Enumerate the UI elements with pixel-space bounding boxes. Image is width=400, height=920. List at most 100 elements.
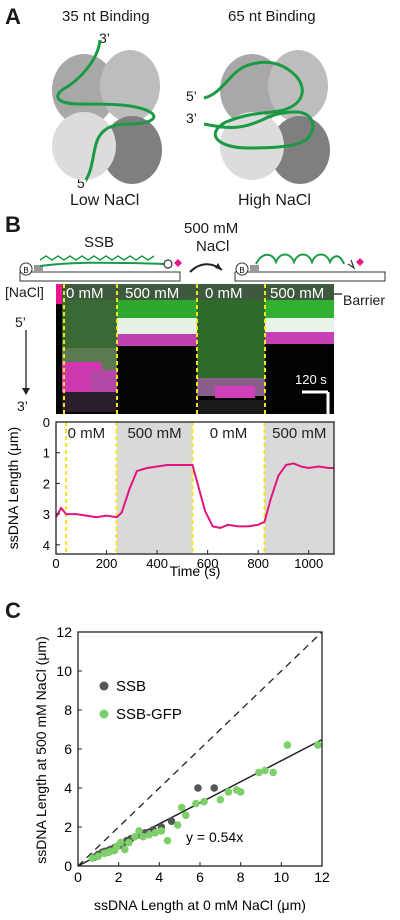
segment-label-2: 0 mM [210, 425, 248, 442]
ssb-gfp-point [135, 827, 143, 835]
ssb-gfp-point [181, 811, 190, 820]
panel-a-left-title: 35 nt Binding [62, 8, 150, 25]
panel-a-diagram [52, 39, 330, 184]
nacl-label: [NaCl] [5, 284, 44, 300]
ssb-gfp-point [216, 795, 225, 804]
panel-b-schematic: B B [19, 253, 386, 282]
panel-a-right-end-bottom: 3’ [186, 110, 197, 126]
panel-a-left-caption: Low NaCl [70, 192, 140, 209]
ssdna-strand-65nt [203, 60, 315, 150]
legend-marker-1 [99, 709, 109, 719]
y-tick-label: 2 [43, 476, 50, 491]
y-tick-label: 0 [64, 858, 72, 874]
fit-label: y = 0.54x [186, 829, 243, 845]
x-tick-label: 400 [146, 556, 168, 571]
x-tick-label: 800 [247, 556, 269, 571]
y-tick-label: 4 [64, 780, 72, 796]
ssb-gfp-point [116, 838, 125, 847]
ssb-gfp-point [151, 829, 160, 837]
panel-a-left-end-top: 3’ [99, 30, 110, 46]
panel-a-right-end-top: 5’ [186, 88, 197, 104]
line-chart-frame [55, 421, 335, 555]
ssb-gfp-point [131, 832, 139, 841]
ssb-gfp-point [163, 836, 172, 845]
shaded-segment-3 [264, 422, 334, 554]
ssb-label: SSB [84, 234, 115, 251]
y-tick-label: 10 [56, 663, 72, 679]
x-tick-label: 0 [52, 556, 59, 571]
panel-a-right-caption: High NaCl [238, 192, 311, 209]
ssb-gfp-point [255, 768, 263, 777]
x-tick-label: 4 [155, 869, 163, 885]
panel-c-letter: C [5, 598, 21, 623]
kymo-five-prime: 5’ [15, 314, 26, 330]
ssb-gfp-point [125, 838, 133, 847]
x-tick-label: 1000 [294, 556, 323, 571]
ssb-gfp-point [283, 741, 292, 749]
panel-a-letter: A [5, 4, 21, 29]
y-tick-label: 3 [43, 507, 50, 522]
identity-line [77, 631, 323, 867]
ssb-gfp-point [200, 797, 208, 806]
ssb-gfp-point [314, 741, 322, 749]
ssb-gfp-point [88, 854, 97, 862]
segment-label-3: 500 mM [272, 425, 326, 442]
kymo-seg-label-2: 500 mM [125, 285, 180, 302]
y-tick-label: 12 [56, 624, 72, 640]
legend-marker-0 [99, 681, 109, 691]
ssb-tetramer-low-salt [52, 50, 162, 184]
panel-a-left-end-bottom: 5’ [77, 175, 88, 191]
y-tick-label: 1 [43, 446, 50, 461]
line-chart-xlabel: Time (s) [170, 563, 221, 579]
ssb-gfp-point [145, 831, 153, 839]
x-tick-label: 0 [74, 869, 82, 885]
ssb-gfp-point [139, 832, 147, 841]
panel-b-letter: B [5, 212, 21, 237]
y-tick-label: 8 [64, 702, 72, 718]
ssb-point [210, 784, 219, 792]
ssb-gfp-point [94, 852, 103, 861]
legend-label-1: SSB-GFP [116, 706, 182, 723]
salt-label-line1: 500 mM [184, 220, 239, 237]
kymo-seg-label-3: 0 mM [205, 285, 243, 302]
kymograph [22, 284, 342, 414]
kymo-seg-label-1: 0 mM [66, 285, 104, 302]
x-tick-label: 200 [96, 556, 118, 571]
scatter-xlabel: ssDNA Length at 0 mM NaCl (μm) [94, 897, 306, 913]
x-tick-label: 10 [274, 869, 290, 885]
x-tick-label: 8 [237, 869, 245, 885]
scale-time-label: 120 s [295, 372, 327, 387]
b-marker-left: B [23, 266, 28, 275]
ssb-gfp-point [177, 803, 186, 812]
kymo-seg-label-4: 500 mM [270, 285, 325, 302]
ssb-gfp-point [236, 788, 245, 796]
x-tick-label: 12 [314, 869, 330, 885]
ssb-gfp-point [120, 845, 129, 854]
salt-label-line2: NaCl [196, 238, 230, 255]
ssb-point [167, 817, 176, 825]
scatter-ylabel: ssDNA Length at 500 mM NaCl (μm) [33, 636, 49, 863]
x-tick-label: 6 [196, 869, 204, 885]
length-series-line [55, 462, 334, 529]
ssdna-strand-35nt [56, 39, 156, 181]
scale-length-label: 1 μm [333, 395, 363, 410]
ssb-point [194, 784, 202, 792]
y-tick-label: 4 [43, 538, 50, 553]
ssb-gfp-point [261, 766, 269, 775]
segment-label-1: 500 mM [127, 425, 181, 442]
barrier-label: Barrier [343, 292, 386, 308]
y-tick-label: 6 [64, 741, 72, 757]
panel-a-right-title: 65 nt Binding [228, 8, 316, 25]
ssb-gfp-point [224, 788, 233, 796]
ssb-gfp-point [269, 768, 278, 777]
y-tick-label: 0 [43, 418, 50, 430]
line-chart-ylabel: ssDNA Length (μm) [5, 427, 21, 549]
ssb-gfp-point [157, 827, 166, 835]
legend-label-0: SSB [116, 678, 146, 695]
segment-label-0: 0 mM [68, 425, 106, 442]
x-tick-label: 600 [197, 556, 219, 571]
kymo-three-prime: 3’ [17, 398, 28, 414]
x-tick-label: 2 [115, 869, 123, 885]
ssb-gfp-point [173, 821, 182, 829]
